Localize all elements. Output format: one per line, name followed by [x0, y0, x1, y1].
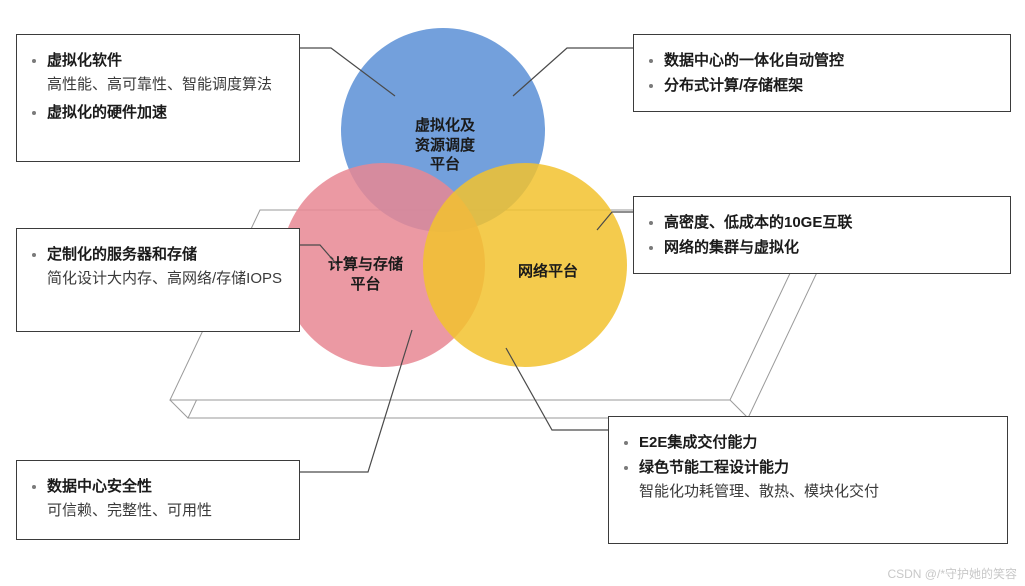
callout-item-bold: 虚拟化的硬件加速	[47, 104, 167, 121]
callout-item-bold: 网络的集群与虚拟化	[664, 239, 799, 256]
callout-item-bold: 分布式计算/存储框架	[664, 77, 803, 94]
diagram-canvas: 虚拟化及资源调度平台 计算与存储平台 网络平台 虚拟化软件高性能、高可靠性、智能…	[0, 0, 1025, 586]
callout-mid_left: 定制化的服务器和存储简化设计大内存、高网络/存储IOPS	[16, 228, 300, 332]
watermark: CSDN @/*守护她的笑容	[887, 565, 1017, 582]
callout-item-bold: 数据中心安全性	[47, 478, 152, 495]
callout-item-bold: 数据中心的一体化自动管控	[664, 52, 844, 69]
venn-label-top: 虚拟化及资源调度平台	[415, 116, 475, 175]
callout-item-bold: 高密度、低成本的10GE互联	[664, 214, 852, 231]
venn-label-right: 网络平台	[518, 262, 578, 282]
callout-top_right: 数据中心的一体化自动管控分布式计算/存储框架	[633, 34, 1011, 112]
callout-item-bold: 虚拟化软件	[47, 52, 122, 69]
callout-item-sub: 简化设计大内存、高网络/存储IOPS	[47, 268, 285, 291]
callout-item-bold: E2E集成交付能力	[639, 434, 757, 451]
callout-top_left: 虚拟化软件高性能、高可靠性、智能调度算法虚拟化的硬件加速	[16, 34, 300, 162]
callout-item-sub: 高性能、高可靠性、智能调度算法	[47, 74, 285, 97]
callout-item-bold: 绿色节能工程设计能力	[639, 459, 789, 476]
callout-item-sub: 可信赖、完整性、可用性	[47, 500, 285, 523]
callout-bottom_left: 数据中心安全性可信赖、完整性、可用性	[16, 460, 300, 540]
venn-label-left: 计算与存储平台	[328, 255, 403, 294]
callout-item-sub: 智能化功耗管理、散热、模块化交付	[639, 481, 993, 504]
callout-item-bold: 定制化的服务器和存储	[47, 246, 197, 263]
callout-bottom_right: E2E集成交付能力绿色节能工程设计能力智能化功耗管理、散热、模块化交付	[608, 416, 1008, 544]
callout-mid_right: 高密度、低成本的10GE互联网络的集群与虚拟化	[633, 196, 1011, 274]
